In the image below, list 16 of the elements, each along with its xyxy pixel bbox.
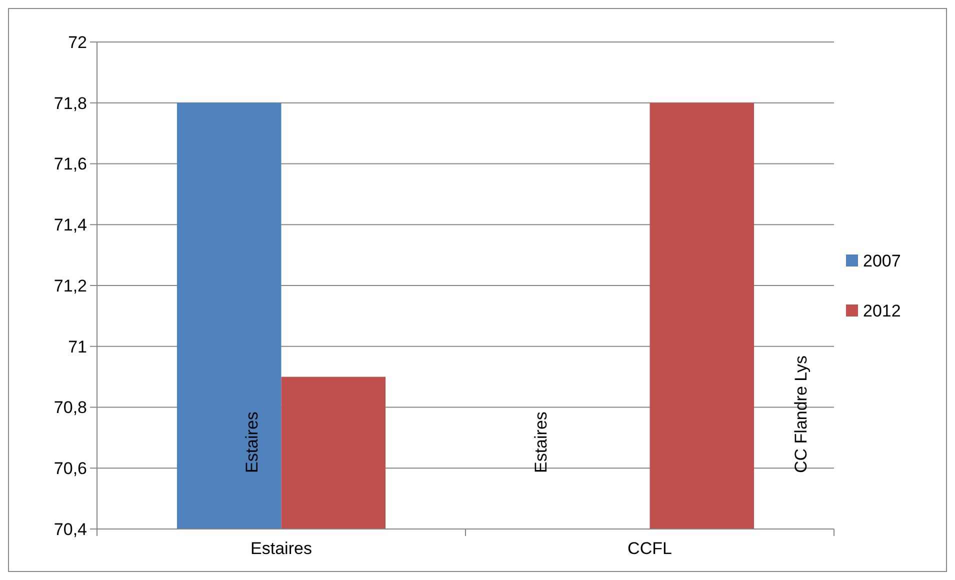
y-tick-label: 71,2 [54, 276, 87, 296]
y-tick-label: 70,8 [54, 398, 87, 418]
y-tick-label: 71,4 [54, 216, 87, 235]
y-tick-label: 72 [68, 32, 87, 52]
y-tick-label: 71,8 [54, 94, 87, 113]
legend-label: 2007 [863, 251, 901, 270]
x-tick-label: CCFL [628, 539, 672, 558]
x-tick-label: Estaires [250, 539, 312, 558]
rotated-note: CC Flandre Lys [791, 356, 810, 473]
y-tick-label: 70,4 [54, 520, 87, 539]
y-tick-label: 71 [68, 337, 87, 356]
legend-label: 2012 [863, 301, 901, 320]
rotated-note: Estaires [532, 412, 551, 473]
y-tick-label: 71,6 [54, 154, 87, 174]
y-tick-label: 70,6 [54, 459, 87, 478]
rotated-note: Estaires [242, 412, 262, 473]
